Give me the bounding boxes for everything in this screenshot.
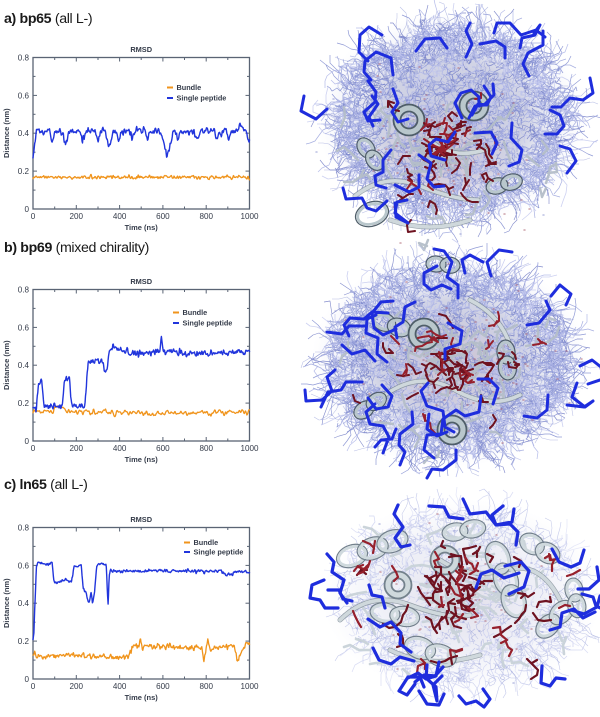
svg-text:0: 0 — [31, 682, 36, 691]
svg-text:RMSD: RMSD — [130, 515, 152, 524]
svg-text:400: 400 — [113, 212, 127, 221]
svg-text:Bundle: Bundle — [183, 308, 208, 317]
svg-text:1000: 1000 — [240, 682, 259, 691]
svg-text:200: 200 — [70, 212, 84, 221]
svg-text:0: 0 — [31, 212, 36, 221]
svg-text:800: 800 — [199, 682, 213, 691]
svg-text:Distance (nm): Distance (nm) — [2, 108, 11, 158]
svg-text:600: 600 — [156, 212, 170, 221]
svg-text:0: 0 — [24, 205, 29, 214]
svg-text:Time (ns): Time (ns) — [125, 693, 159, 702]
svg-text:800: 800 — [199, 444, 213, 453]
svg-text:a) bp65 (all L-): a) bp65 (all L-) — [4, 11, 92, 27]
svg-text:0.2: 0.2 — [18, 399, 30, 408]
svg-text:1000: 1000 — [240, 444, 259, 453]
svg-text:400: 400 — [113, 682, 127, 691]
svg-text:0.4: 0.4 — [18, 599, 30, 608]
svg-text:0.6: 0.6 — [18, 561, 30, 570]
svg-text:0: 0 — [31, 444, 36, 453]
svg-text:200: 200 — [70, 682, 84, 691]
svg-text:Single peptide: Single peptide — [194, 548, 244, 557]
svg-text:0.4: 0.4 — [18, 129, 30, 138]
svg-text:0: 0 — [24, 675, 29, 684]
svg-text:RMSD: RMSD — [130, 45, 152, 54]
svg-text:0.8: 0.8 — [18, 523, 30, 532]
svg-text:200: 200 — [70, 444, 84, 453]
svg-text:0.4: 0.4 — [18, 361, 30, 370]
svg-text:600: 600 — [156, 682, 170, 691]
svg-text:0.2: 0.2 — [18, 167, 30, 176]
svg-text:b) bp69 (mixed chirality): b) bp69 (mixed chirality) — [4, 240, 149, 256]
svg-text:0.6: 0.6 — [18, 91, 30, 100]
svg-text:1000: 1000 — [240, 212, 259, 221]
svg-text:Time (ns): Time (ns) — [125, 455, 159, 464]
svg-text:Single peptide: Single peptide — [177, 94, 227, 103]
svg-text:Distance (nm): Distance (nm) — [2, 578, 11, 628]
svg-text:0.8: 0.8 — [18, 285, 30, 294]
svg-text:400: 400 — [113, 444, 127, 453]
svg-text:Bundle: Bundle — [194, 538, 219, 547]
svg-text:600: 600 — [156, 444, 170, 453]
svg-text:0.6: 0.6 — [18, 323, 30, 332]
svg-text:Distance (nm): Distance (nm) — [2, 340, 11, 390]
svg-text:0: 0 — [24, 437, 29, 446]
svg-text:0.2: 0.2 — [18, 637, 30, 646]
svg-text:0.8: 0.8 — [18, 53, 30, 62]
svg-text:Bundle: Bundle — [177, 83, 202, 92]
svg-text:c) ln65 (all L-): c) ln65 (all L-) — [4, 477, 88, 493]
svg-text:RMSD: RMSD — [130, 277, 152, 286]
svg-text:Single peptide: Single peptide — [183, 319, 233, 328]
svg-text:800: 800 — [199, 212, 213, 221]
svg-text:Time (ns): Time (ns) — [125, 223, 159, 232]
